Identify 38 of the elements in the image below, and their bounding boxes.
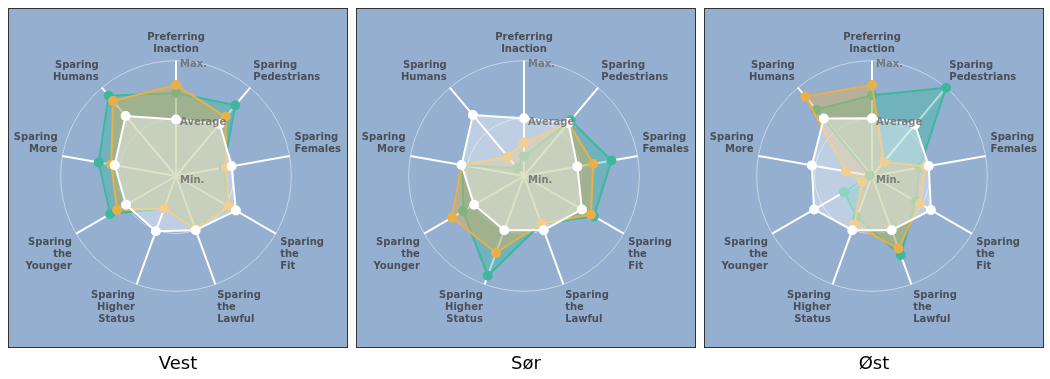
spoke-label: Sparing Females bbox=[642, 130, 690, 154]
spoke-label: Sparing More bbox=[13, 130, 58, 154]
y-tick-label: Min. bbox=[180, 173, 205, 185]
spoke-label: Preferring Inaction bbox=[495, 31, 553, 55]
spoke-label: Sparing Pedestrians bbox=[601, 59, 669, 83]
spoke-label: Sparing Females bbox=[294, 130, 342, 154]
y-tick-label: Max. bbox=[528, 58, 555, 70]
spoke-label: Sparing the Fit bbox=[628, 235, 672, 271]
spoke-label: Preferring Inaction bbox=[843, 31, 901, 55]
spoke-label: Sparing Humans bbox=[748, 59, 795, 83]
y-tick-label: Max. bbox=[876, 58, 903, 70]
spoke-label: Sparing the Lawful bbox=[913, 288, 957, 324]
y-tick-label: Average bbox=[876, 115, 923, 127]
spoke-label: Sparing the Fit bbox=[280, 235, 324, 271]
spoke-label: Sparing Pedestrians bbox=[253, 59, 321, 83]
spoke-label: Preferring Inaction bbox=[147, 31, 205, 55]
spoke-label: Sparing Higher Status bbox=[91, 288, 135, 324]
y-tick-label: Average bbox=[528, 115, 575, 127]
spoke-label: Sparing the Younger bbox=[720, 235, 769, 271]
spoke-label: Sparing Higher Status bbox=[439, 288, 483, 324]
spoke-label: Sparing the Lawful bbox=[217, 288, 261, 324]
spoke-label: Sparing the Younger bbox=[372, 235, 421, 271]
y-tick-label: Max. bbox=[180, 58, 207, 70]
spoke-label: Sparing the Younger bbox=[24, 235, 73, 271]
spoke-label: Sparing More bbox=[709, 130, 754, 154]
spoke-label: Sparing the Lawful bbox=[565, 288, 609, 324]
y-tick-label: Min. bbox=[528, 173, 553, 185]
spoke-label: Sparing the Fit bbox=[976, 235, 1020, 271]
text: Øst bbox=[858, 352, 890, 373]
spoke-label: Sparing Females bbox=[990, 130, 1038, 154]
text: Vest bbox=[158, 352, 198, 373]
spoke-label: Sparing Humans bbox=[400, 59, 447, 83]
spoke-label: Sparing More bbox=[361, 130, 406, 154]
y-tick-label: Min. bbox=[876, 173, 901, 185]
spoke-label: Sparing Humans bbox=[52, 59, 99, 83]
spoke-label: Sparing Higher Status bbox=[787, 288, 831, 324]
spoke-label: Sparing Pedestrians bbox=[949, 59, 1017, 83]
text: Sør bbox=[511, 352, 541, 373]
